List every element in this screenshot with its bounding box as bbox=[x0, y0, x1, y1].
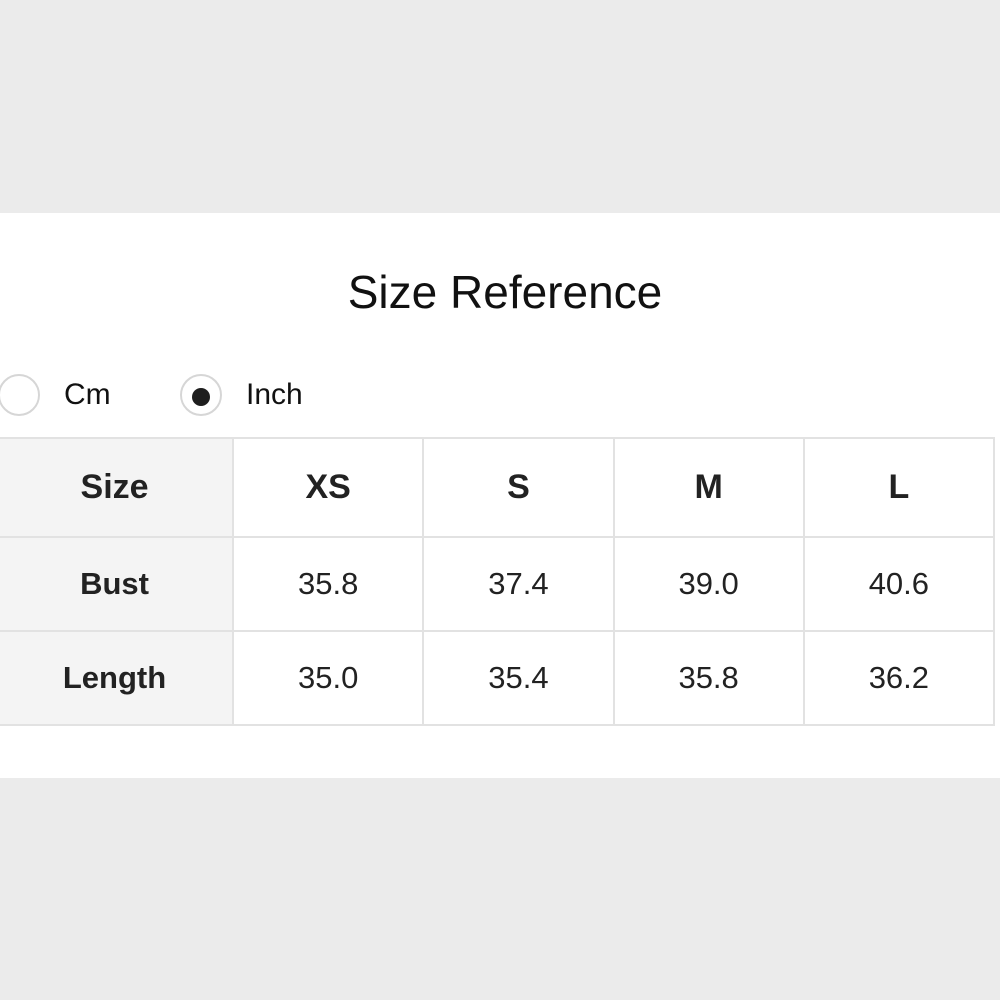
table-row: Length 35.0 35.4 35.8 36.2 bbox=[0, 630, 996, 726]
table-cell: 40.6 bbox=[802, 536, 996, 632]
unit-label-cm: Cm bbox=[64, 378, 111, 411]
row-label: Length bbox=[0, 630, 235, 726]
header-cell: S bbox=[422, 437, 615, 538]
header-cell: Size bbox=[0, 437, 235, 538]
radio-unchecked-icon[interactable] bbox=[0, 374, 40, 416]
size-table: Size XS S M L Bust 35.8 37.4 39.0 40.6 L… bbox=[0, 437, 996, 726]
header-cell: L bbox=[802, 437, 996, 538]
table-cell: 39.0 bbox=[612, 536, 805, 632]
radio-checked-icon[interactable] bbox=[180, 374, 222, 416]
header-cell: XS bbox=[232, 437, 425, 538]
table-cell: 35.0 bbox=[232, 630, 425, 726]
table-header-row: Size XS S M L bbox=[0, 437, 996, 538]
table-cell: 35.8 bbox=[232, 536, 425, 632]
header-cell: M bbox=[612, 437, 805, 538]
unit-radio-inch[interactable]: Inch bbox=[180, 374, 303, 416]
size-reference-panel: Size Reference Cm Inch Size XS S M L Bus… bbox=[0, 213, 1000, 778]
row-label: Bust bbox=[0, 536, 235, 632]
table-cell: 35.4 bbox=[422, 630, 615, 726]
table-cell: 37.4 bbox=[422, 536, 615, 632]
unit-radio-cm[interactable]: Cm bbox=[0, 374, 111, 416]
unit-label-inch: Inch bbox=[246, 378, 303, 411]
table-cell: 35.8 bbox=[612, 630, 805, 726]
table-cell: 36.2 bbox=[802, 630, 996, 726]
page-title: Size Reference bbox=[347, 266, 663, 318]
table-row: Bust 35.8 37.4 39.0 40.6 bbox=[0, 536, 996, 632]
